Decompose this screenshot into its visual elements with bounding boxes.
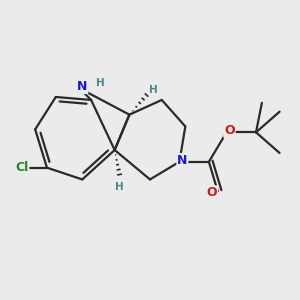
Text: H: H: [96, 78, 104, 88]
Text: O: O: [224, 124, 235, 137]
Text: N: N: [77, 80, 88, 93]
Text: N: N: [177, 154, 188, 167]
Text: O: O: [206, 186, 217, 199]
Text: Cl: Cl: [15, 161, 28, 174]
Text: H: H: [115, 182, 124, 192]
Text: H: H: [148, 85, 157, 94]
